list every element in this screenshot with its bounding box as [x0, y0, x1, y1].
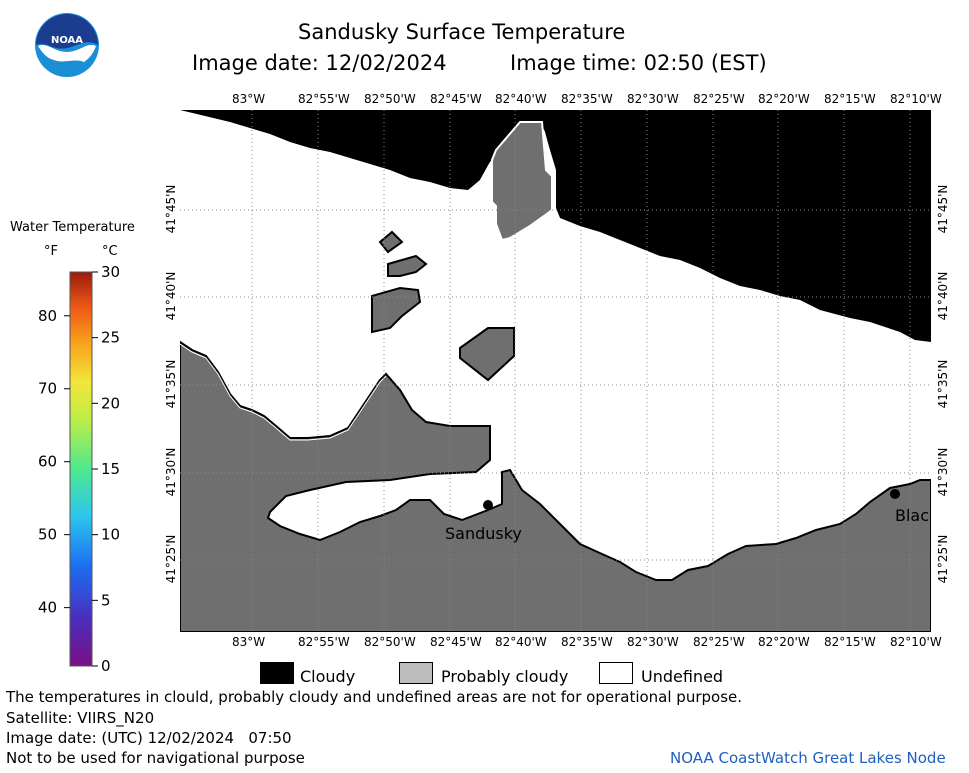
- lat-label: 41°30'N: [936, 447, 950, 497]
- colorbar-f-label: 80: [38, 307, 57, 325]
- land-area: [180, 340, 931, 632]
- lon-label: 82°25'W: [693, 635, 745, 649]
- graticule: [180, 110, 931, 632]
- colorbar-c-label: 30: [101, 263, 120, 281]
- colorbar-gradient: [69, 271, 93, 667]
- legend-swatch-probably-cloudy: [399, 662, 433, 684]
- colorbar-unit-c: °C: [102, 244, 118, 259]
- utc-date-text: Image date: (UTC) 12/02/2024 07:50: [6, 729, 292, 747]
- nav-warning-text: Not to be used for navigational purpose: [6, 749, 305, 767]
- lat-label: 41°40'N: [164, 271, 178, 321]
- lon-label: 82°25'W: [693, 92, 745, 106]
- credit-text: NOAA CoastWatch Great Lakes Node: [670, 749, 946, 767]
- city-label-sandusky: Sandusky: [445, 524, 522, 543]
- temperature-colorbar: 40 50 60 70 80 0 5 10 15 20 25 30: [38, 263, 120, 675]
- probably-cloudy-patch-north: [491, 121, 553, 242]
- page-title: Sandusky Surface Temperature: [298, 20, 626, 44]
- colorbar-c-label: 10: [101, 526, 120, 544]
- lon-label: 82°55'W: [298, 635, 350, 649]
- lon-label: 82°35'W: [561, 635, 613, 649]
- lat-label: 41°25'N: [164, 534, 178, 584]
- colorbar-c-label: 15: [101, 460, 120, 478]
- lon-label: 82°10'W: [890, 92, 942, 106]
- lon-label: 82°35'W: [561, 92, 613, 106]
- colorbar-f-label: 60: [38, 453, 57, 471]
- lon-label: 82°15'W: [824, 92, 876, 106]
- lon-label: 82°15'W: [824, 635, 876, 649]
- city-label-blac: Blac: [895, 506, 930, 525]
- lat-label: 41°45'N: [936, 184, 950, 234]
- probably-cloudy-patch-small-1: [378, 230, 404, 254]
- satellite-text: Satellite: VIIRS_N20: [6, 709, 155, 727]
- legend-swatch-cloudy: [260, 662, 294, 684]
- colorbar-title: Water Temperature: [10, 220, 135, 235]
- colorbar-f-ticks: 40 50 60 70 80: [38, 307, 70, 617]
- legend-label-cloudy: Cloudy: [300, 667, 356, 686]
- lon-label: 83°W: [232, 635, 266, 649]
- lat-label: 41°35'N: [936, 359, 950, 409]
- lon-label: 82°40'W: [495, 635, 547, 649]
- lat-label: 41°45'N: [164, 184, 178, 234]
- probably-cloudy-patch-island: [459, 327, 515, 382]
- lat-label: 41°35'N: [164, 359, 178, 409]
- noaa-logo-icon: NOAA: [35, 13, 99, 77]
- logo-text: NOAA: [51, 35, 83, 46]
- lat-label: 41°40'N: [936, 271, 950, 321]
- city-marker-sandusky: [483, 500, 493, 510]
- lon-label: 82°55'W: [298, 92, 350, 106]
- lat-label: 41°25'N: [936, 534, 950, 584]
- lon-label: 83°W: [232, 92, 266, 106]
- lon-label: 82°50'W: [364, 92, 416, 106]
- colorbar-f-label: 50: [38, 526, 57, 544]
- colorbar-c-label: 5: [101, 591, 111, 609]
- image-time: Image time: 02:50 (EST): [510, 51, 767, 75]
- disclaimer-text: The temperatures in clould, probably clo…: [6, 688, 743, 706]
- lon-label: 82°30'W: [627, 92, 679, 106]
- legend-label-probably-cloudy: Probably cloudy: [441, 667, 569, 686]
- legend-label-undefined: Undefined: [641, 667, 724, 686]
- lon-label: 82°30'W: [627, 635, 679, 649]
- lon-label: 82°20'W: [758, 92, 810, 106]
- city-marker-blac: [890, 489, 900, 499]
- cloudy-area: [180, 110, 931, 342]
- colorbar-c-label: 25: [101, 329, 120, 347]
- lon-label: 82°45'W: [430, 92, 482, 106]
- lat-label: 41°30'N: [164, 447, 178, 497]
- colorbar-c-label: 20: [101, 394, 120, 412]
- colorbar-c-ticks: 0 5 10 15 20 25 30: [92, 263, 120, 675]
- lon-label: 82°10'W: [890, 635, 942, 649]
- probably-cloudy-patch-small-2: [387, 254, 428, 277]
- colorbar-f-label: 70: [38, 380, 57, 398]
- coastline-highlight: [180, 343, 387, 441]
- noaa-logo: NOAA: [34, 12, 100, 78]
- image-date: Image date: 12/02/2024: [192, 51, 447, 75]
- lon-label: 82°50'W: [364, 635, 416, 649]
- colorbar-c-label: 0: [101, 657, 111, 675]
- legend-swatch-undefined: [599, 662, 633, 684]
- lon-label: 82°20'W: [758, 635, 810, 649]
- lon-label: 82°40'W: [495, 92, 547, 106]
- colorbar-unit-f: °F: [44, 244, 58, 259]
- colorbar-f-label: 40: [38, 599, 57, 617]
- sst-map: [180, 110, 931, 632]
- lon-label: 82°45'W: [430, 635, 482, 649]
